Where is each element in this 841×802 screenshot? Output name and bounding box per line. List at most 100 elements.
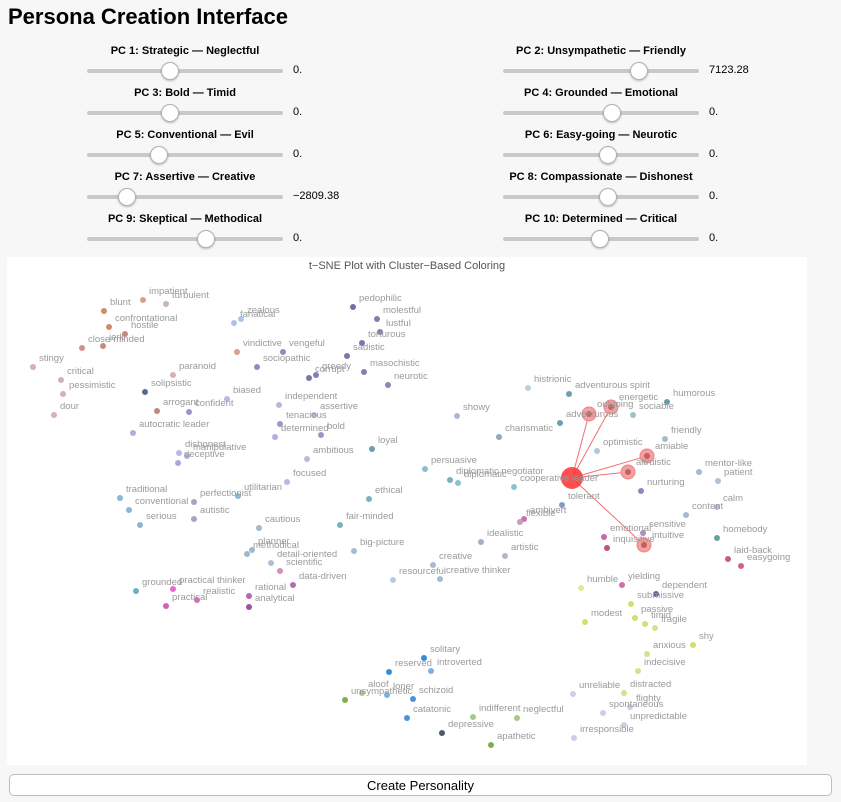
data-point[interactable] <box>140 297 146 303</box>
data-point[interactable] <box>101 308 107 314</box>
slider-thumb[interactable] <box>591 230 610 248</box>
data-point[interactable] <box>738 563 744 569</box>
data-point[interactable] <box>137 522 143 528</box>
data-point[interactable] <box>502 553 508 559</box>
data-point[interactable] <box>511 484 517 490</box>
neighbor-point[interactable] <box>641 542 647 548</box>
data-point[interactable] <box>176 450 182 456</box>
data-point[interactable] <box>191 499 197 505</box>
data-point[interactable] <box>342 697 348 703</box>
data-point[interactable] <box>404 715 410 721</box>
data-point[interactable] <box>570 691 576 697</box>
data-point[interactable] <box>470 714 476 720</box>
data-point[interactable] <box>344 353 350 359</box>
data-point[interactable] <box>582 619 588 625</box>
data-point[interactable] <box>194 597 200 603</box>
data-point[interactable] <box>621 690 627 696</box>
data-point[interactable] <box>359 340 365 346</box>
data-point[interactable] <box>630 412 636 418</box>
slider-track[interactable] <box>87 69 283 73</box>
data-point[interactable] <box>254 364 260 370</box>
data-point[interactable] <box>715 478 721 484</box>
slider-thumb[interactable] <box>149 146 168 164</box>
data-point[interactable] <box>366 496 372 502</box>
data-point[interactable] <box>361 369 367 375</box>
data-point[interactable] <box>100 343 106 349</box>
data-point[interactable] <box>690 642 696 648</box>
data-point[interactable] <box>142 389 148 395</box>
data-point[interactable] <box>277 568 283 574</box>
data-point[interactable] <box>30 364 36 370</box>
data-point[interactable] <box>447 477 453 483</box>
data-point[interactable] <box>664 399 670 405</box>
data-point[interactable] <box>374 316 380 322</box>
slider-thumb[interactable] <box>196 230 215 248</box>
slider-thumb[interactable] <box>598 146 617 164</box>
slider-track[interactable] <box>87 195 283 199</box>
data-point[interactable] <box>133 588 139 594</box>
data-point[interactable] <box>351 548 357 554</box>
data-point[interactable] <box>566 391 572 397</box>
data-point[interactable] <box>621 722 627 728</box>
data-point[interactable] <box>644 651 650 657</box>
slider-thumb[interactable] <box>602 104 621 122</box>
data-point[interactable] <box>437 576 443 582</box>
data-point[interactable] <box>268 560 274 566</box>
data-point[interactable] <box>601 534 607 540</box>
data-point[interactable] <box>318 432 324 438</box>
data-point[interactable] <box>604 545 610 551</box>
data-point[interactable] <box>117 495 123 501</box>
data-point[interactable] <box>175 460 181 466</box>
data-point[interactable] <box>714 535 720 541</box>
data-point[interactable] <box>619 582 625 588</box>
slider-thumb[interactable] <box>161 104 180 122</box>
data-point[interactable] <box>60 391 66 397</box>
data-point[interactable] <box>350 304 356 310</box>
data-point[interactable] <box>454 413 460 419</box>
data-point[interactable] <box>284 479 290 485</box>
data-point[interactable] <box>386 669 392 675</box>
data-point[interactable] <box>184 453 190 459</box>
data-point[interactable] <box>638 488 644 494</box>
data-point[interactable] <box>627 704 633 710</box>
data-point[interactable] <box>130 430 136 436</box>
data-point[interactable] <box>276 402 282 408</box>
slider-thumb[interactable] <box>118 188 137 206</box>
data-point[interactable] <box>384 692 390 698</box>
data-point[interactable] <box>430 562 436 568</box>
data-point[interactable] <box>238 316 244 322</box>
neighbor-point[interactable] <box>608 404 614 410</box>
data-point[interactable] <box>557 420 563 426</box>
data-point[interactable] <box>163 301 169 307</box>
slider-track[interactable] <box>87 237 283 241</box>
data-point[interactable] <box>653 591 659 597</box>
data-point[interactable] <box>304 456 310 462</box>
data-point[interactable] <box>385 382 391 388</box>
neighbor-point[interactable] <box>644 453 650 459</box>
data-point[interactable] <box>244 551 250 557</box>
data-point[interactable] <box>126 507 132 513</box>
data-point[interactable] <box>170 586 176 592</box>
data-point[interactable] <box>559 502 565 508</box>
data-point[interactable] <box>635 668 641 674</box>
data-point[interactable] <box>191 516 197 522</box>
data-point[interactable] <box>246 604 252 610</box>
data-point[interactable] <box>369 446 375 452</box>
data-point[interactable] <box>488 742 494 748</box>
data-point[interactable] <box>246 593 252 599</box>
data-point[interactable] <box>313 372 319 378</box>
data-point[interactable] <box>525 385 531 391</box>
data-point[interactable] <box>517 519 523 525</box>
data-point[interactable] <box>170 372 176 378</box>
data-point[interactable] <box>578 585 584 591</box>
data-point[interactable] <box>410 696 416 702</box>
data-point[interactable] <box>725 556 731 562</box>
data-point[interactable] <box>234 349 240 355</box>
data-point[interactable] <box>455 480 461 486</box>
data-point[interactable] <box>154 408 160 414</box>
data-point[interactable] <box>640 530 646 536</box>
data-point[interactable] <box>256 525 262 531</box>
slider-thumb[interactable] <box>598 188 617 206</box>
data-point[interactable] <box>496 434 502 440</box>
data-point[interactable] <box>377 329 383 335</box>
